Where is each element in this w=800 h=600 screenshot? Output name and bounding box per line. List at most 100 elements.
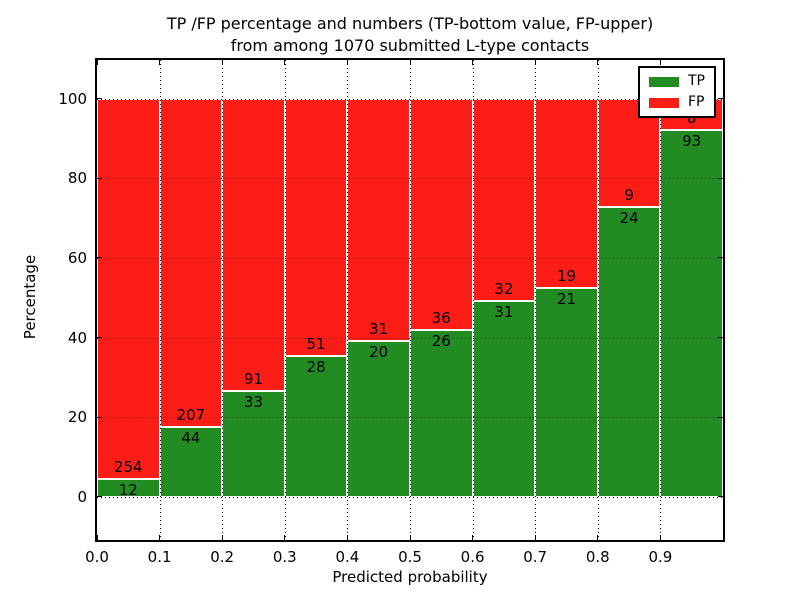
chart-title-line2: from among 1070 submitted L-type contact…: [230, 36, 590, 55]
bar-segment-tp: [597, 207, 661, 497]
y-tick-label: 0: [77, 487, 87, 506]
x-tick-bottom: [346, 535, 348, 540]
bar-label-tp: 44: [181, 429, 201, 448]
x-tick-top: [96, 60, 98, 65]
x-gridline: [410, 60, 411, 540]
bar-segment-fp: [159, 98, 223, 428]
legend-swatch-fp: [649, 97, 679, 108]
x-tick-bottom: [472, 535, 474, 540]
x-tick-label: 0.1: [147, 548, 172, 566]
y-tick-label: 80: [67, 169, 87, 188]
bar-label-fp: 207: [176, 406, 206, 425]
x-axis-label: Predicted probability: [332, 568, 488, 586]
x-gridline: [284, 60, 286, 540]
legend-label: TP: [688, 73, 705, 89]
x-tick-top: [284, 60, 286, 65]
legend-item: FP: [649, 95, 705, 110]
x-gridline: [222, 60, 224, 540]
bar-label-fp: 19: [556, 266, 577, 285]
legend-item: TP: [649, 74, 705, 89]
bar-segment-fp: [472, 98, 536, 301]
bar-label-tp: 31: [494, 302, 514, 321]
bar-label-fp: 32: [494, 279, 514, 298]
x-tick-label: 0.0: [85, 548, 109, 566]
bar-segment-fp: [222, 98, 285, 391]
bar-label-fp: 254: [113, 458, 143, 476]
x-tick-label: 0.6: [460, 548, 485, 566]
bar-segment-fp: [347, 98, 410, 341]
y-tick-right: [718, 98, 723, 100]
bar-label-tp: 21: [556, 289, 577, 308]
bar-label-tp: 20: [369, 342, 389, 361]
bar-segment-tp: [472, 300, 536, 497]
x-tick-label: 0.2: [210, 548, 235, 566]
bar-label-fp: 36: [431, 308, 451, 327]
bar-segment-fp: [410, 98, 473, 330]
bar-segment-tp: [347, 340, 410, 497]
x-gridline: [472, 60, 474, 540]
x-tick-bottom: [159, 535, 161, 540]
bar-label-fp: 91: [243, 369, 264, 388]
bar-segment-tp: [284, 355, 348, 497]
y-tick-right: [718, 496, 723, 498]
x-tick-top: [597, 60, 599, 65]
x-tick-bottom: [284, 535, 286, 540]
bar-label-tp: 24: [619, 209, 639, 228]
bar-segment-tp: [159, 427, 223, 497]
x-tick-bottom: [96, 535, 98, 540]
x-gridline: [660, 60, 662, 540]
x-tick-top: [409, 60, 411, 65]
bar-label-fp: 9: [624, 186, 634, 205]
y-tick-left: [97, 257, 102, 259]
x-tick-label: 0.9: [648, 548, 673, 566]
x-tick-label: 0.5: [398, 548, 422, 566]
bar-label-fp: 31: [369, 319, 389, 338]
bar-label-tp: 26: [431, 331, 451, 350]
y-tick-left: [97, 98, 102, 100]
y-tick-label: 40: [67, 328, 87, 347]
x-tick-bottom: [409, 535, 411, 540]
y-tick-right: [718, 337, 723, 339]
y-tick-right: [718, 177, 723, 179]
plot-area: TP FP 254 12 207 44 91 33 51 28 31 20 36 26 32 31 19 21 9…: [96, 60, 723, 540]
y-tick-label: 60: [67, 248, 87, 267]
x-tick-bottom: [534, 535, 536, 540]
x-tick-top: [346, 60, 348, 65]
x-tick-bottom: [221, 535, 223, 540]
bar-label-tp: 93: [682, 132, 702, 151]
bar-label-tp: 28: [306, 357, 326, 376]
x-gridline: [597, 60, 599, 540]
legend-label: FP: [688, 94, 705, 110]
bar-segment-fp: [535, 98, 598, 288]
y-tick-right: [718, 416, 723, 418]
bar-label-tp: 33: [243, 392, 264, 411]
bar-label-fp: 51: [306, 334, 326, 353]
y-tick-left: [97, 337, 102, 339]
x-tick-label: 0.8: [585, 548, 610, 566]
x-tick-label: 0.3: [272, 548, 297, 566]
y-tick-label: 100: [58, 89, 87, 108]
y-axis-label: Percentage: [21, 254, 39, 340]
x-gridline: [535, 60, 537, 540]
x-tick-top: [659, 60, 661, 65]
y-tick-left: [97, 416, 102, 418]
x-gridline: [347, 60, 349, 540]
x-tick-bottom: [659, 535, 661, 540]
y-tick-label: 20: [67, 408, 87, 427]
bar-segment-tp: [535, 287, 598, 497]
bar-label-tp: 12: [118, 481, 138, 499]
x-gridline: [159, 60, 161, 540]
legend: TP FP: [638, 66, 716, 118]
x-tick-top: [159, 60, 161, 65]
chart-title-line1: TP /FP percentage and numbers (TP-bottom…: [166, 14, 654, 33]
y-tick-left: [97, 496, 102, 498]
x-tick-bottom: [597, 535, 599, 540]
y-tick-left: [97, 177, 102, 179]
x-tick-top: [472, 60, 474, 65]
bar-segment-tp: [222, 390, 285, 497]
bar-segment-fp: [97, 98, 160, 479]
legend-swatch-tp: [649, 76, 679, 87]
bar-segment-tp: [410, 329, 473, 497]
bar-segment-tp: [660, 130, 723, 497]
